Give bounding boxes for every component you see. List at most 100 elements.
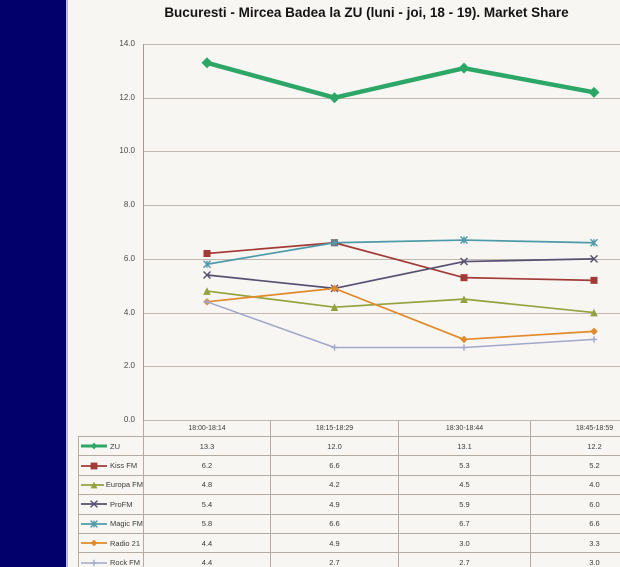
value-cell: 2.7: [398, 552, 531, 567]
y-axis-tick-label: 10.0: [119, 146, 135, 156]
legend-swatch-wrap: ZU: [80, 441, 143, 451]
y-axis-line: [143, 44, 144, 421]
legend-cell: Radio 21: [78, 532, 144, 554]
table-corner-cell: [79, 421, 144, 437]
table-row: Rock FM 4.4 2.7 2.7 3.0: [78, 552, 620, 567]
table-header-row: 18:00-18:14 18:15-18:29 18:30-18:44 18:45-1…: [79, 421, 620, 437]
value-cell: 5.8: [143, 513, 271, 534]
table-header: 18:00-18:14 18:15-18:29 18:30-18:44 18:45-1…: [79, 421, 620, 437]
value-cell: 6.2: [143, 455, 271, 476]
legend-swatch-icon: [81, 481, 104, 489]
series-line-europa-fm: [206, 290, 595, 314]
y-axis-tick-label: 8.0: [123, 200, 135, 210]
series-line-radio-21: [206, 287, 595, 341]
table-row: ProFM 5.4 4.9 5.9 6.0: [78, 494, 620, 515]
gridline: [143, 151, 620, 153]
series-line-rock-fm: [206, 301, 595, 349]
data-table: 18:00-18:14 18:15-18:29 18:30-18:44 18:45-1…: [78, 421, 620, 567]
series-line-zu: [204, 60, 597, 100]
table-row: ZU 13.3 12.0 13.1 12.2: [78, 435, 620, 457]
legend-swatch-icon: [81, 539, 107, 547]
gridline: [143, 258, 620, 260]
value-cell: 6.6: [270, 455, 399, 476]
series-marker-radio-21-icon: [460, 335, 468, 344]
plot-lines: [201, 57, 600, 351]
legend-marker-zu-icon: [90, 442, 98, 450]
series-line-magic-fm: [206, 239, 595, 266]
legend-marker-radio-21-icon: [90, 539, 98, 547]
time-header-cell: 18:30-18:44: [398, 421, 531, 437]
series-marker-kiss-fm-icon: [460, 274, 468, 282]
series-marker-zu-icon: [458, 62, 470, 74]
series-marker-profm-icon: [460, 257, 468, 266]
series-marker-profm-icon: [590, 254, 598, 263]
table-row: Radio 21 4.4 4.9 3.0 3.3: [78, 532, 620, 554]
value-cell: 3.3: [530, 532, 620, 554]
series-marker-radio-21-icon: [330, 284, 339, 293]
series-label: Magic FM: [110, 519, 143, 529]
series-label: ZU: [110, 441, 120, 451]
series-marker-zu-icon: [588, 86, 600, 98]
legend-swatch-icon: [81, 500, 107, 509]
legend-swatch-wrap: Radio 21: [80, 538, 143, 548]
value-cell: 4.9: [270, 494, 399, 515]
legend-swatch-icon: [81, 462, 107, 469]
table-row: Kiss FM 6.2 6.6 5.3 5.2: [78, 455, 620, 476]
legend-swatch-wrap: ProFM: [80, 499, 143, 509]
series-label: Rock FM: [110, 558, 140, 567]
series-marker-europa-fm-icon: [460, 295, 468, 303]
value-cell: 4.2: [270, 474, 399, 496]
value-cell: 4.0: [530, 474, 620, 496]
legend-cell: Kiss FM: [78, 455, 144, 476]
series-marker-kiss-fm-icon: [203, 249, 211, 257]
value-cell: 12.0: [270, 435, 399, 457]
series-marker-profm-icon: [203, 270, 211, 279]
legend-cell: Europa FM: [78, 474, 144, 496]
table-row: Magic FM 5.8 6.6 6.7 6.6: [78, 513, 620, 534]
y-axis-tick-label: 6.0: [123, 253, 135, 263]
legend-marker-profm-icon: [90, 500, 98, 509]
series-marker-radio-21-icon: [590, 327, 598, 336]
time-header-cell: 18:00-18:14: [143, 421, 271, 437]
value-cell: 13.3: [143, 435, 271, 457]
legend-swatch-wrap: Magic FM: [80, 519, 143, 529]
legend-marker-kiss-fm-icon: [90, 462, 98, 469]
value-cell: 4.5: [398, 474, 531, 496]
gridline: [143, 312, 620, 314]
value-cell: 6.7: [398, 513, 531, 534]
value-cell: 12.2: [530, 435, 620, 457]
gridline: [143, 97, 620, 99]
series-marker-zu-icon: [329, 92, 340, 104]
value-cell: 5.9: [398, 494, 531, 515]
y-axis-tick-label: 14.0: [119, 39, 135, 48]
gridline: [143, 366, 620, 368]
value-cell: 6.6: [270, 513, 399, 534]
series-marker-kiss-fm-icon: [590, 276, 598, 284]
legend-swatch-icon: [81, 519, 107, 528]
series-marker-europa-fm-icon: [590, 308, 598, 317]
legend-cell: ProFM: [78, 494, 144, 515]
legend-swatch-icon: [81, 559, 107, 566]
value-cell: 2.7: [270, 552, 399, 567]
series-line-kiss-fm: [206, 241, 595, 282]
gridline: [143, 44, 620, 45]
legend-marker-europa-fm-icon: [90, 481, 98, 489]
legend-cell: Magic FM: [78, 513, 144, 534]
value-cell: 4.4: [143, 532, 271, 554]
series-label: Europa FM: [105, 480, 143, 490]
value-cell: 13.1: [398, 435, 531, 457]
series-label: ProFM: [110, 499, 133, 509]
y-axis-tick-label: 12.0: [119, 92, 135, 102]
chart-title: Bucuresti - Mircea Badea la ZU (luni - j…: [164, 5, 569, 20]
gridline: [143, 420, 620, 421]
legend-cell: ZU: [78, 435, 144, 457]
table-body: ZU 13.3 12.0 13.1 12.2 Kiss FM 6.2 6.6 5.3 5.2 Eur…: [78, 435, 620, 567]
value-cell: 6.0: [530, 494, 620, 515]
y-axis-tick-label: 4.0: [123, 307, 135, 317]
series-line-profm: [206, 258, 595, 290]
legend-cell: Rock FM: [78, 552, 144, 567]
legend-swatch-icon: [81, 442, 107, 450]
table-row: Europa FM 4.8 4.2 4.5 4.0: [78, 474, 620, 496]
series-marker-europa-fm-icon: [330, 303, 339, 311]
gridline: [143, 205, 620, 207]
